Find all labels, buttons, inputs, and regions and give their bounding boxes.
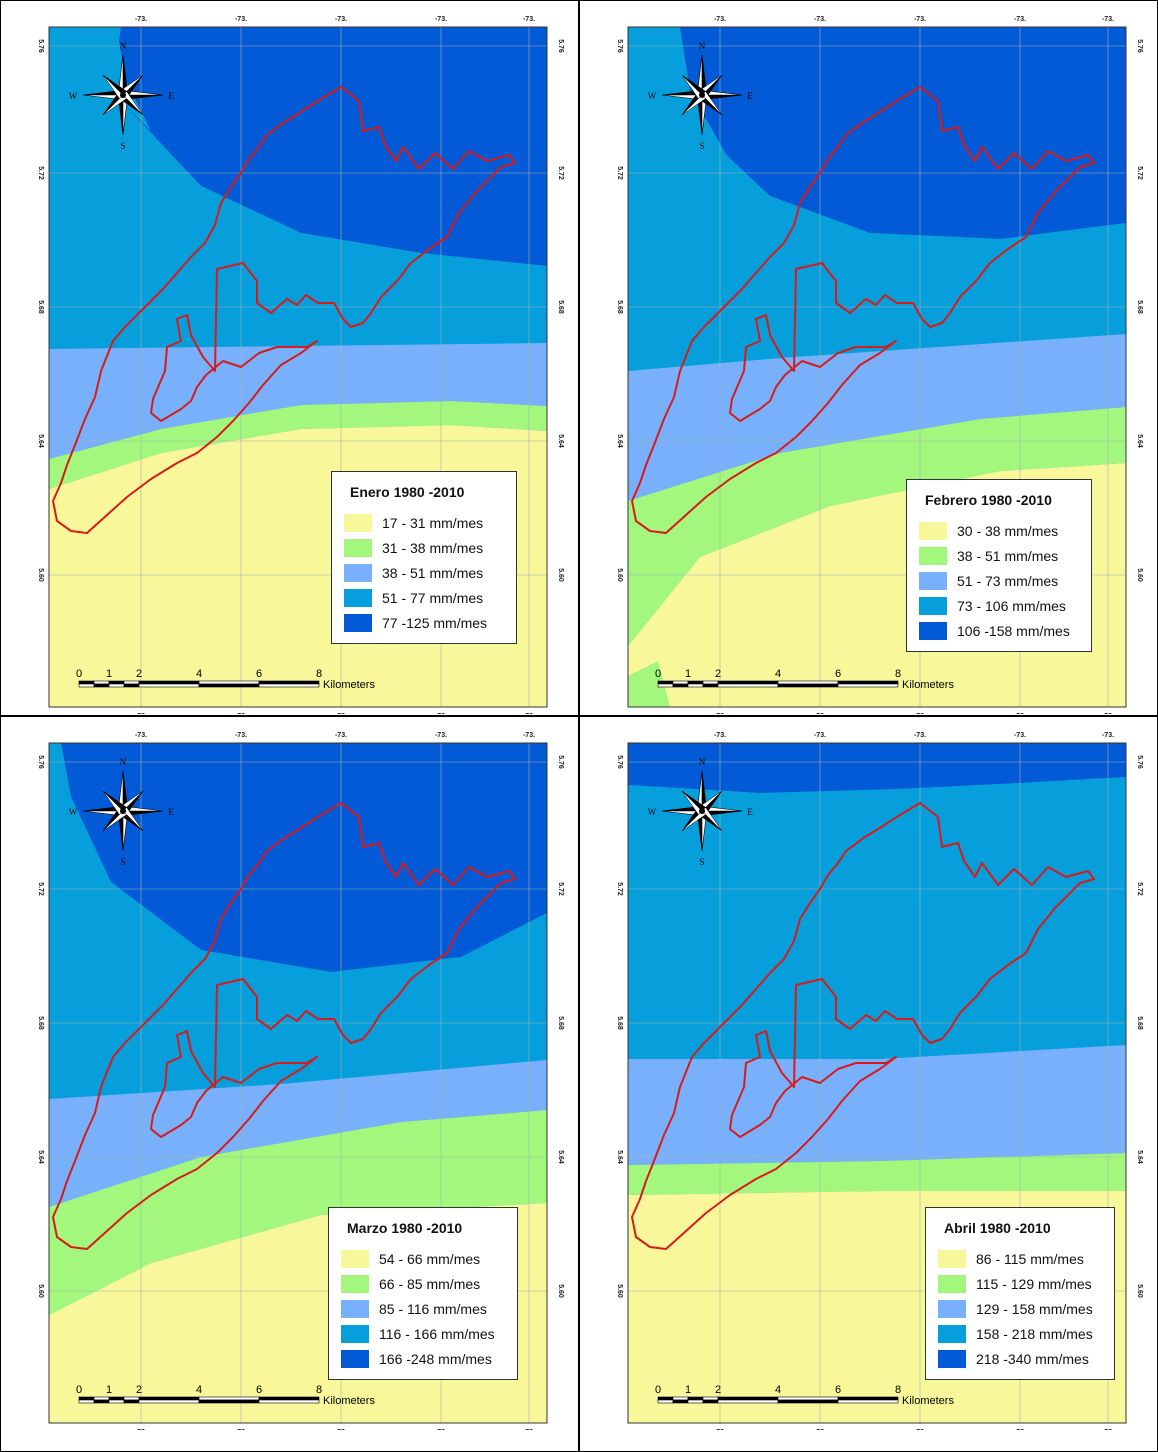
figure-border (0, 0, 1158, 1452)
figure-grid: -73.-73.-73.-73.-73.-73.-73.-73.-73.-73.… (0, 0, 1158, 1452)
